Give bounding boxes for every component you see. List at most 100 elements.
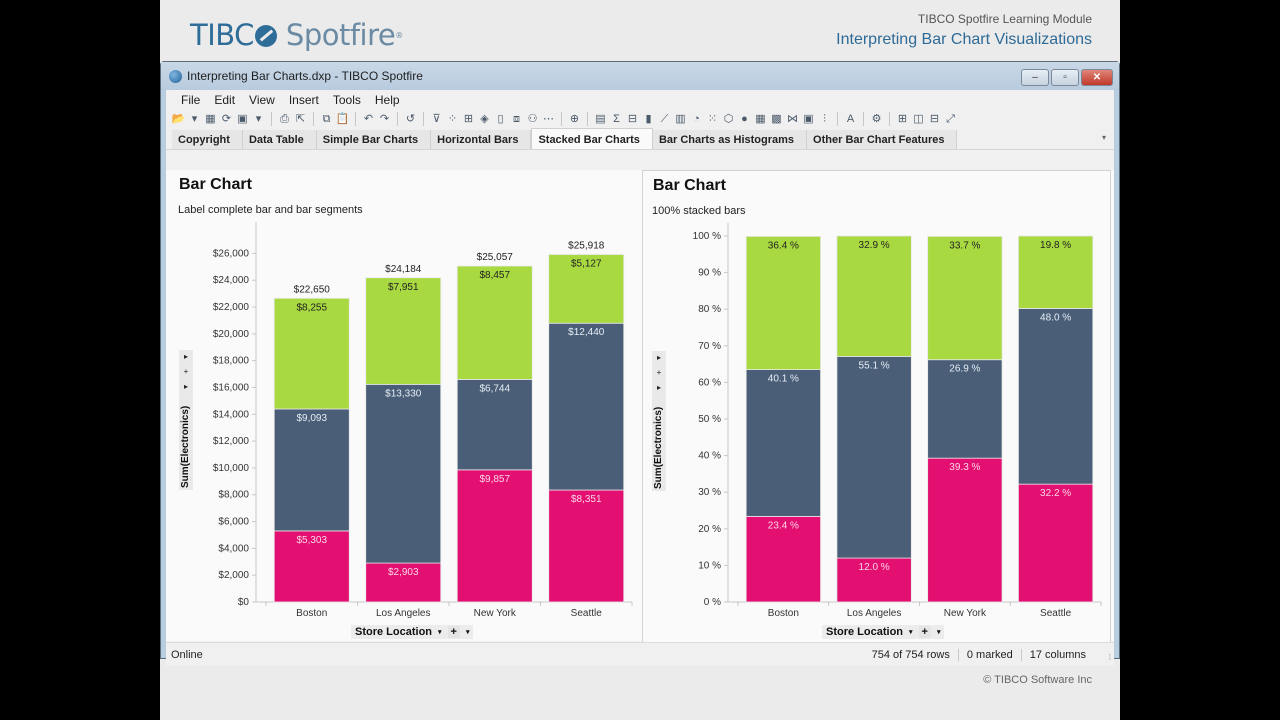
treemap-icon[interactable]: ▦: [755, 112, 766, 125]
tab-simple-bar-charts[interactable]: Simple Bar Charts: [316, 130, 432, 149]
tab-other-bar-chart-features[interactable]: Other Bar Chart Features: [807, 130, 958, 149]
resize-grip-icon[interactable]: ⁞: [1108, 653, 1111, 662]
bar-chart-icon[interactable]: ▮: [645, 112, 652, 125]
bar-segment-top[interactable]: [365, 277, 442, 385]
x-axis-dropdown-icon[interactable]: ▾: [909, 629, 913, 636]
tab-horizontal-bars[interactable]: Horizontal Bars: [431, 130, 532, 149]
maximize-visualization-icon[interactable]: ⤢: [946, 112, 955, 125]
menu-view[interactable]: View: [249, 92, 275, 107]
collaboration-icon[interactable]: ⚇: [527, 112, 538, 125]
close-button[interactable]: ✕: [1081, 69, 1113, 86]
bar-segment-middle[interactable]: [1018, 308, 1094, 485]
redo-icon[interactable]: ↷: [379, 112, 390, 125]
menu-tools[interactable]: Tools: [332, 92, 361, 107]
x-axis-add-dropdown-icon[interactable]: ▾: [465, 629, 470, 636]
tab-stacked-bar-charts[interactable]: Stacked Bar Charts: [531, 128, 653, 149]
title-bar[interactable]: Interpreting Bar Charts.dxp - TIBCO Spot…: [161, 62, 1119, 90]
export-icon[interactable]: ⇱: [295, 112, 306, 125]
new-page-icon[interactable]: ⊕: [569, 112, 580, 125]
layout-quad-icon[interactable]: ⊞: [897, 112, 908, 125]
line-chart-icon[interactable]: ⟋: [660, 112, 669, 125]
reset-icon[interactable]: ↺: [405, 112, 416, 125]
y-axis-add-icon[interactable]: +: [183, 367, 189, 376]
x-axis-selector[interactable]: Store Location ▾ + ▾: [351, 625, 474, 639]
menu-insert[interactable]: Insert: [288, 92, 319, 107]
graphical-table-icon[interactable]: ⊟: [627, 112, 638, 125]
print-icon[interactable]: ⎙: [280, 112, 289, 125]
3d-scatter-icon[interactable]: ⬡: [723, 112, 734, 125]
bar-segment-middle[interactable]: [456, 379, 533, 471]
dropdown-icon[interactable]: ▾: [191, 112, 198, 125]
bar-segment-top[interactable]: [745, 235, 821, 370]
pie-chart-icon[interactable]: ◔: [693, 112, 700, 125]
bar-segment-top[interactable]: [273, 297, 350, 410]
menu-edit[interactable]: Edit: [214, 92, 236, 107]
bar-chart-100-percent[interactable]: Bar Chart 100% stacked bars 0 % 10 % 20 % 3…: [642, 170, 1111, 648]
x-axis-title[interactable]: Store Location: [826, 626, 904, 638]
scatter-plot-icon[interactable]: ⁙: [707, 112, 718, 125]
minimize-button[interactable]: –: [1021, 69, 1049, 86]
undo-icon[interactable]: ↶: [363, 112, 374, 125]
x-axis-title[interactable]: Store Location: [355, 626, 433, 638]
info-links-icon[interactable]: ⋯: [543, 112, 554, 125]
y-axis-selector[interactable]: [179, 350, 193, 490]
x-axis-dropdown-icon[interactable]: ▾: [438, 629, 442, 636]
tag-icon[interactable]: ◈: [480, 112, 489, 125]
y-axis-dropdown-icon[interactable]: ▸: [656, 383, 661, 392]
menu-file[interactable]: File: [181, 92, 201, 107]
y-axis-title[interactable]: Sum(Electronics): [653, 406, 664, 489]
box-plot-icon[interactable]: ⫶: [823, 112, 826, 125]
bar-segment-middle[interactable]: [365, 383, 442, 564]
filter-icon[interactable]: ⊽: [432, 112, 441, 125]
bar-segment-bottom[interactable]: [927, 457, 1003, 603]
open-icon[interactable]: 📂: [171, 112, 186, 125]
bar-segment-middle[interactable]: [548, 322, 625, 491]
combination-chart-icon[interactable]: ▥: [675, 112, 686, 125]
tab-bar-charts-as-histograms[interactable]: Bar Charts as Histograms: [652, 130, 808, 149]
bar-segment-bottom[interactable]: [745, 515, 821, 603]
copy-icon[interactable]: ⧉: [322, 112, 331, 125]
bar-segment-bottom[interactable]: [273, 530, 350, 603]
bar-segment-bottom[interactable]: [1018, 483, 1094, 603]
bar-segment-middle[interactable]: [927, 359, 1003, 459]
bar-segment-top[interactable]: [1018, 235, 1094, 309]
tab-overflow-chevron-icon[interactable]: ▾: [1101, 133, 1106, 142]
tab-data-table[interactable]: Data Table: [242, 130, 317, 149]
bar-segment-bottom[interactable]: [548, 489, 625, 603]
bar-segment-bottom[interactable]: [456, 469, 533, 603]
y-axis-title[interactable]: Sum(Electronics): [180, 405, 191, 488]
heat-map-icon[interactable]: ▩: [771, 112, 782, 125]
layout-side-by-side-icon[interactable]: ◫: [913, 112, 924, 125]
x-axis-selector[interactable]: Store Location ▾ + ▾: [822, 625, 945, 639]
bar-segment-top[interactable]: [456, 265, 533, 380]
tab-copyright[interactable]: Copyright: [172, 130, 243, 149]
bar-segment-bottom[interactable]: [836, 557, 912, 603]
reload-icon[interactable]: ⟳: [221, 112, 232, 125]
dropdown-icon[interactable]: ▾: [255, 112, 262, 125]
bar-segment-middle[interactable]: [273, 408, 350, 532]
text-area-icon[interactable]: A: [846, 112, 855, 125]
bar-chart-stacked-values[interactable]: Bar Chart Label complete bar and bar seg…: [169, 170, 637, 641]
menu-help[interactable]: Help: [374, 92, 400, 107]
bar-segment-top[interactable]: [927, 235, 1003, 361]
x-axis-add-dropdown-icon[interactable]: ▾: [936, 629, 941, 636]
paste-icon[interactable]: 📋: [335, 112, 350, 125]
bookmark-icon[interactable]: ▯: [497, 112, 504, 125]
layout-stacked-icon[interactable]: ⊟: [929, 112, 940, 125]
y-axis-expand-arrow-icon[interactable]: ▸: [656, 353, 661, 362]
y-axis-selector[interactable]: [652, 351, 666, 491]
x-axis-add-icon[interactable]: +: [918, 626, 931, 638]
save-icon[interactable]: ▣: [237, 112, 248, 125]
details-icon[interactable]: ⁘: [447, 112, 458, 125]
restore-button[interactable]: ▫: [1051, 69, 1079, 86]
chart-plot[interactable]: $0 $2,000 $4,000 $6,000 $8,000 $10,000 $12,000…: [169, 170, 637, 641]
add-data-table-icon[interactable]: ▦: [205, 112, 216, 125]
cross-table-icon[interactable]: Σ: [613, 112, 620, 125]
bar-segment-top[interactable]: [836, 235, 912, 357]
parallel-coordinates-icon[interactable]: ⋈: [787, 112, 798, 125]
tools-gear-icon[interactable]: ⚙: [871, 112, 882, 125]
map-chart-icon[interactable]: ●: [741, 112, 748, 125]
table-icon[interactable]: ▤: [595, 112, 606, 125]
chart-plot[interactable]: 0 % 10 % 20 % 30 % 40 % 50 % 60 % 70 % 80 % 90 % 1…: [643, 171, 1110, 647]
table-link-icon[interactable]: ⊞: [463, 112, 474, 125]
